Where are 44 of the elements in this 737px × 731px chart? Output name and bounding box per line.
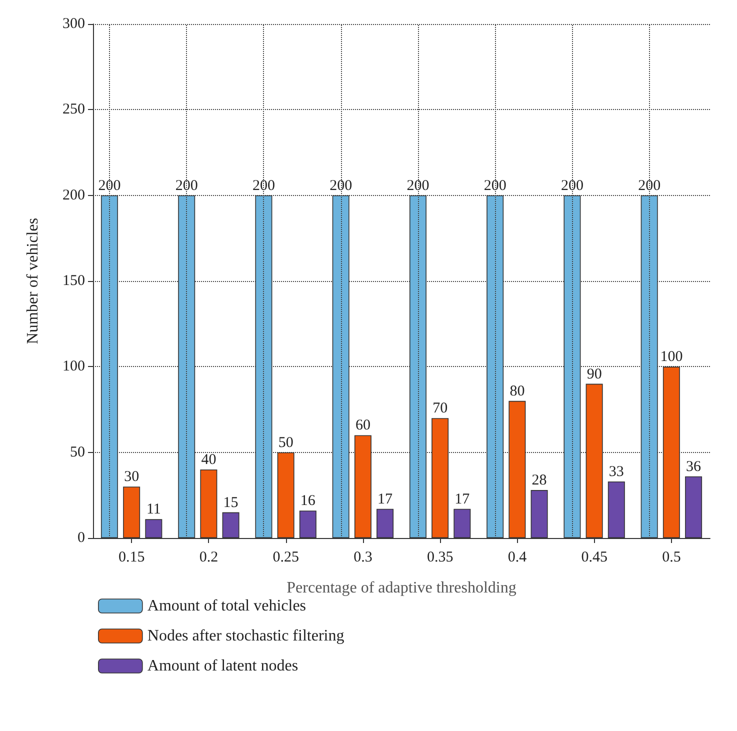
- y-tick-label: 300: [62, 16, 85, 32]
- data-label: 200: [252, 178, 275, 194]
- data-label: 33: [608, 464, 624, 480]
- x-tick-label: 0.35: [426, 550, 454, 566]
- data-label: 40: [201, 452, 216, 468]
- x-tick-label: 0.45: [581, 550, 608, 566]
- x-tick-label: 0.3: [354, 550, 372, 566]
- data-label: 16: [300, 493, 316, 510]
- data-label: 50: [278, 434, 294, 451]
- y-tick-label: 0: [78, 530, 85, 546]
- data-label: 70: [432, 400, 448, 417]
- y-tick-label: 50: [70, 444, 85, 460]
- x-tick-label: 0.25: [272, 550, 299, 566]
- data-label: 80: [510, 383, 525, 400]
- x-tick-label: 0.5: [662, 550, 681, 566]
- x-axis-title: Percentage of adaptive thresholding: [286, 580, 516, 596]
- legend-label: Nodes after stochastic filtering: [147, 628, 344, 644]
- y-tick-label: 250: [62, 102, 85, 118]
- y-axis-title: Number of vehicles: [24, 218, 42, 344]
- data-label: 17: [454, 491, 470, 508]
- data-label: 15: [223, 494, 238, 511]
- y-tick-label: 100: [62, 358, 85, 375]
- data-label: 200: [484, 178, 506, 194]
- data-label: 200: [406, 178, 430, 194]
- x-tick-label: 0.2: [199, 550, 218, 566]
- data-label: 17: [378, 491, 394, 508]
- x-tick-label: 0.4: [508, 550, 528, 566]
- data-label: 200: [330, 178, 352, 194]
- data-label: 100: [660, 349, 683, 366]
- data-label: 200: [560, 178, 584, 194]
- data-label: 200: [175, 178, 198, 194]
- y-tick-label: 200: [62, 187, 85, 204]
- data-label: 60: [355, 418, 370, 434]
- x-tick-label: 0.15: [118, 550, 145, 566]
- legend-label: Amount of latent nodes: [147, 658, 298, 674]
- y-tick-label: 150: [62, 273, 85, 289]
- data-label: 30: [124, 469, 140, 486]
- data-label: 36: [686, 458, 702, 475]
- legend-label: Amount of total vehicles: [147, 598, 306, 614]
- data-label: 11: [146, 502, 161, 518]
- data-label: 90: [586, 366, 602, 382]
- data-label: 200: [638, 178, 661, 194]
- data-label: 28: [532, 472, 547, 489]
- data-label: 200: [98, 178, 121, 194]
